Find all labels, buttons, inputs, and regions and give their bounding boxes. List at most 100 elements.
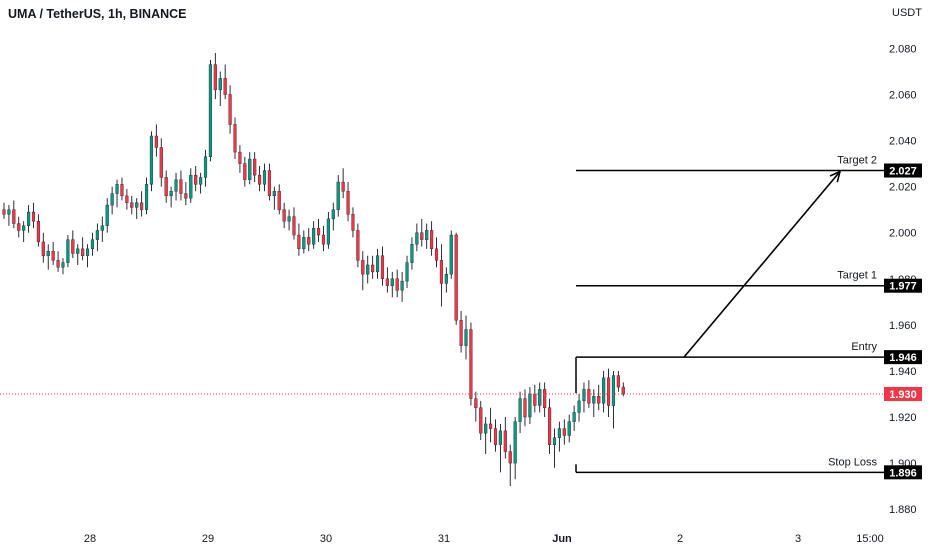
candle-body — [85, 248, 90, 256]
candle-body — [543, 389, 547, 408]
x-tick-label: 2 — [677, 533, 683, 545]
candle-body — [95, 230, 99, 240]
candle-body — [31, 211, 36, 222]
candle-body — [582, 389, 586, 402]
candle-body — [105, 204, 109, 226]
candle-body — [130, 202, 134, 208]
candle-body — [76, 248, 80, 254]
y-tick-label: 1.960 — [889, 320, 917, 332]
candle-body — [602, 377, 606, 404]
candle-body — [336, 181, 340, 210]
y-tick-label: 2.000 — [889, 228, 917, 240]
y-tick-label: 1.880 — [889, 504, 917, 516]
candle-body — [297, 234, 301, 250]
target-2-badge — [884, 163, 922, 178]
candle-body — [493, 428, 498, 445]
candle-body — [587, 389, 591, 404]
candle-body — [120, 184, 124, 197]
candle-body — [7, 209, 11, 215]
candle-body — [479, 407, 483, 434]
candle-body — [46, 250, 50, 256]
candle-body — [606, 377, 611, 406]
candle-body — [366, 264, 370, 275]
candle-body — [469, 329, 473, 399]
x-tick-label: Jun — [552, 533, 572, 545]
candle-body — [410, 244, 414, 263]
y-tick-label: 2.080 — [889, 43, 917, 55]
candle-body — [321, 234, 326, 245]
candle-body — [140, 202, 144, 210]
candle-body — [71, 239, 75, 254]
x-tick-label: 29 — [202, 533, 214, 545]
candle-body — [312, 227, 316, 245]
candle-body — [164, 177, 168, 197]
candle-body — [267, 170, 271, 197]
candle-body — [484, 423, 488, 434]
x-tick-label: 28 — [84, 533, 96, 545]
candle-body — [17, 223, 21, 231]
candle-body — [90, 239, 95, 250]
candle-body — [395, 278, 399, 291]
candle-body — [371, 264, 375, 273]
candle-body — [528, 393, 532, 418]
candle-body — [498, 430, 502, 445]
candle-body — [287, 216, 291, 222]
candle-body — [199, 177, 203, 185]
stop-loss-value: 1.896 — [889, 467, 917, 479]
candle-body — [51, 250, 55, 261]
candle-body — [282, 209, 286, 222]
candle-body — [22, 225, 26, 231]
candle-body — [562, 428, 566, 436]
candle-body — [430, 230, 434, 250]
candle-body — [454, 234, 458, 321]
candle-body — [253, 158, 257, 176]
candle-body — [425, 230, 429, 240]
candle-body — [611, 375, 616, 406]
candle-body — [503, 430, 507, 452]
candle-body — [81, 248, 85, 256]
candle-body — [415, 232, 419, 245]
candle-body — [464, 329, 468, 346]
candle-body — [56, 260, 60, 268]
candle-body — [208, 64, 213, 157]
candle-body — [2, 209, 6, 215]
candle-body — [489, 423, 493, 429]
candle-body — [307, 237, 311, 245]
candle-body — [434, 248, 439, 261]
candle-body — [61, 262, 65, 268]
target-2-value: 2.027 — [889, 166, 917, 178]
candle-body — [547, 407, 552, 445]
candle-body — [223, 78, 227, 95]
target-1-label: Target 1 — [837, 270, 877, 282]
candle-body — [159, 147, 163, 178]
candle-body — [302, 237, 306, 250]
x-tick-label: 15:00 — [856, 533, 884, 545]
candle-body — [41, 241, 45, 256]
candle-body — [179, 179, 183, 194]
projection-arrow — [683, 171, 841, 358]
y-tick-label: 2.020 — [889, 182, 917, 194]
candle-body — [405, 262, 409, 282]
candle-body — [233, 124, 237, 153]
candle-body — [567, 421, 571, 436]
candle-body — [572, 412, 576, 422]
candle-body — [169, 191, 173, 197]
candle-body — [577, 400, 581, 413]
candle-body — [218, 78, 222, 91]
candle-body — [356, 230, 360, 261]
candle-body — [184, 193, 188, 199]
candle-body — [508, 451, 512, 464]
candle-body — [439, 260, 444, 284]
candle-body — [174, 179, 178, 192]
entry-badge — [884, 350, 922, 365]
projection-arrowhead — [829, 170, 842, 183]
candle-body — [154, 135, 158, 148]
candle-body — [203, 156, 208, 178]
candle-body — [474, 398, 478, 408]
candle-body — [213, 64, 217, 91]
candle-body — [444, 274, 448, 284]
y-tick-label: 1.920 — [889, 412, 917, 424]
candle-body — [616, 375, 620, 388]
